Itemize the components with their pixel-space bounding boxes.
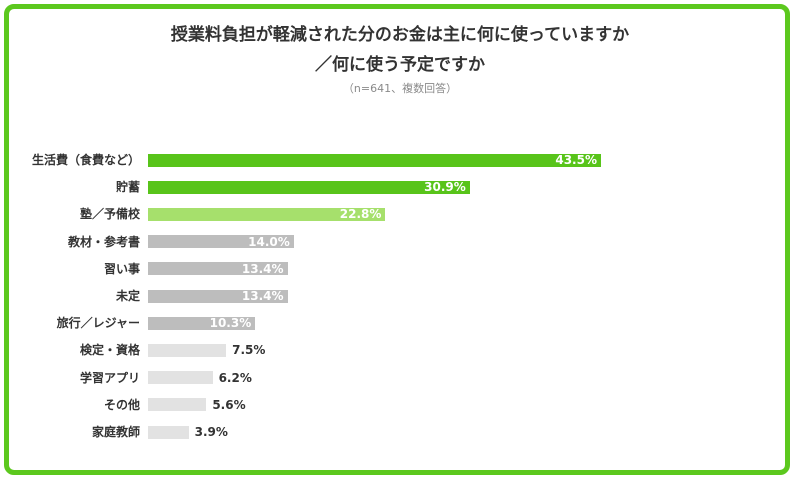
value-label: 5.6% xyxy=(212,397,246,412)
category-label: 旅行／レジャー xyxy=(56,316,140,331)
bar xyxy=(148,316,256,330)
category-label: 貯蓄 xyxy=(115,180,140,195)
category-label: 習い事 xyxy=(103,261,140,276)
value-label: 30.9% xyxy=(424,180,466,195)
category-label: 生活費（食費など） xyxy=(31,153,140,167)
sample-note: （n=641、複数回答） xyxy=(342,82,458,95)
value-label: 13.4% xyxy=(241,289,284,303)
bar xyxy=(148,207,386,221)
bar xyxy=(148,180,470,194)
value-label: 3.9% xyxy=(194,425,228,439)
bar xyxy=(148,262,288,276)
value-label: 43.5% xyxy=(555,153,597,167)
category-label: 未定 xyxy=(115,289,140,303)
value-label: 6.2% xyxy=(218,370,252,385)
value-label: 14.0% xyxy=(248,234,290,249)
bar xyxy=(148,371,213,385)
category-label: 教材・参考書 xyxy=(67,234,140,249)
bar xyxy=(148,425,189,439)
chart-title-line2: ／何に使う予定ですか xyxy=(315,55,485,75)
bar xyxy=(148,343,227,357)
value-label: 7.5% xyxy=(232,343,266,358)
bar xyxy=(148,235,294,249)
bar xyxy=(148,153,601,167)
chart-frame xyxy=(4,4,790,475)
category-label: 検定・資格 xyxy=(79,343,140,358)
value-label: 10.3% xyxy=(209,316,252,331)
value-label: 22.8% xyxy=(339,207,382,222)
category-label: 家庭教師 xyxy=(91,425,140,439)
chart-title-line1: 授業料負担が軽減された分のお金は主に何に使っていますか xyxy=(170,25,630,45)
value-label: 13.4% xyxy=(241,261,284,276)
bar xyxy=(148,289,288,303)
category-label: 学習アプリ xyxy=(79,370,140,385)
bar xyxy=(148,398,207,412)
category-label: 塾／予備校 xyxy=(79,207,140,222)
category-label: その他 xyxy=(103,397,140,412)
